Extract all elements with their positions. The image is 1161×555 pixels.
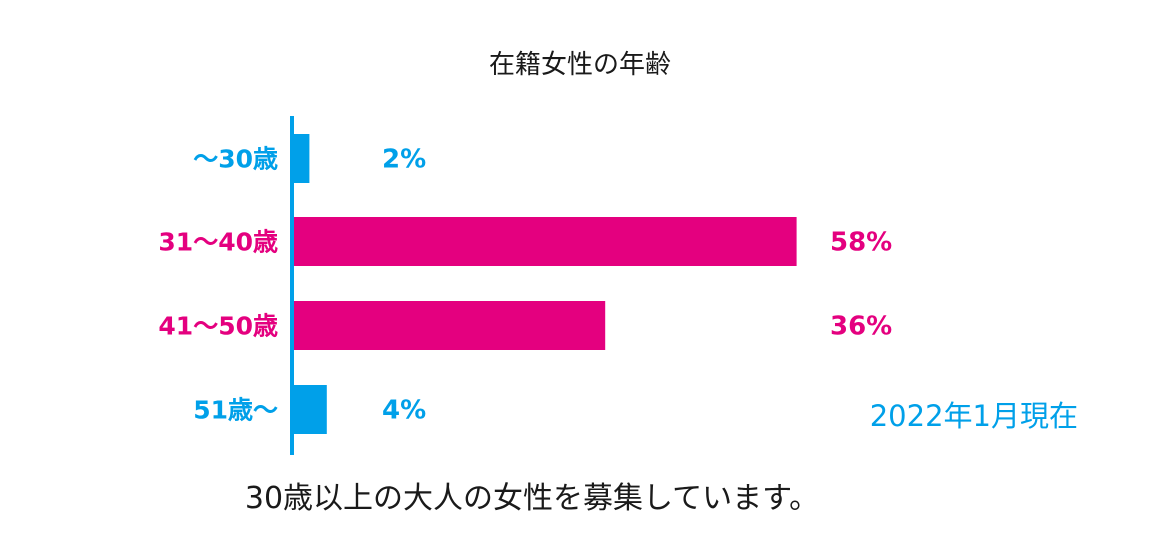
- value-label-1: 2%: [382, 145, 426, 175]
- value-label-2: 58%: [830, 228, 892, 258]
- value-label-3: 36%: [830, 312, 892, 342]
- category-label-2: 31～40歳: [158, 228, 278, 257]
- chart-title: 在籍女性の年齢: [489, 50, 671, 80]
- bar-1: [292, 134, 310, 183]
- bar-2: [292, 217, 797, 266]
- bar-3: [292, 301, 606, 350]
- value-label-4: 4%: [382, 396, 426, 426]
- bar-4: [292, 385, 327, 434]
- category-labels: ～30歳 31～40歳 41～50歳 51歳～: [158, 145, 278, 425]
- value-labels: 2% 58% 36% 4%: [382, 145, 892, 426]
- bars-layer: [292, 134, 797, 434]
- category-label-1: ～30歳: [193, 145, 278, 174]
- date-annotation: 2022年1月現在: [870, 399, 1078, 433]
- caption-text: 30歳以上の大人の女性を募集しています。: [245, 481, 819, 516]
- category-label-4: 51歳～: [193, 396, 278, 425]
- category-label-3: 41～50歳: [158, 312, 278, 341]
